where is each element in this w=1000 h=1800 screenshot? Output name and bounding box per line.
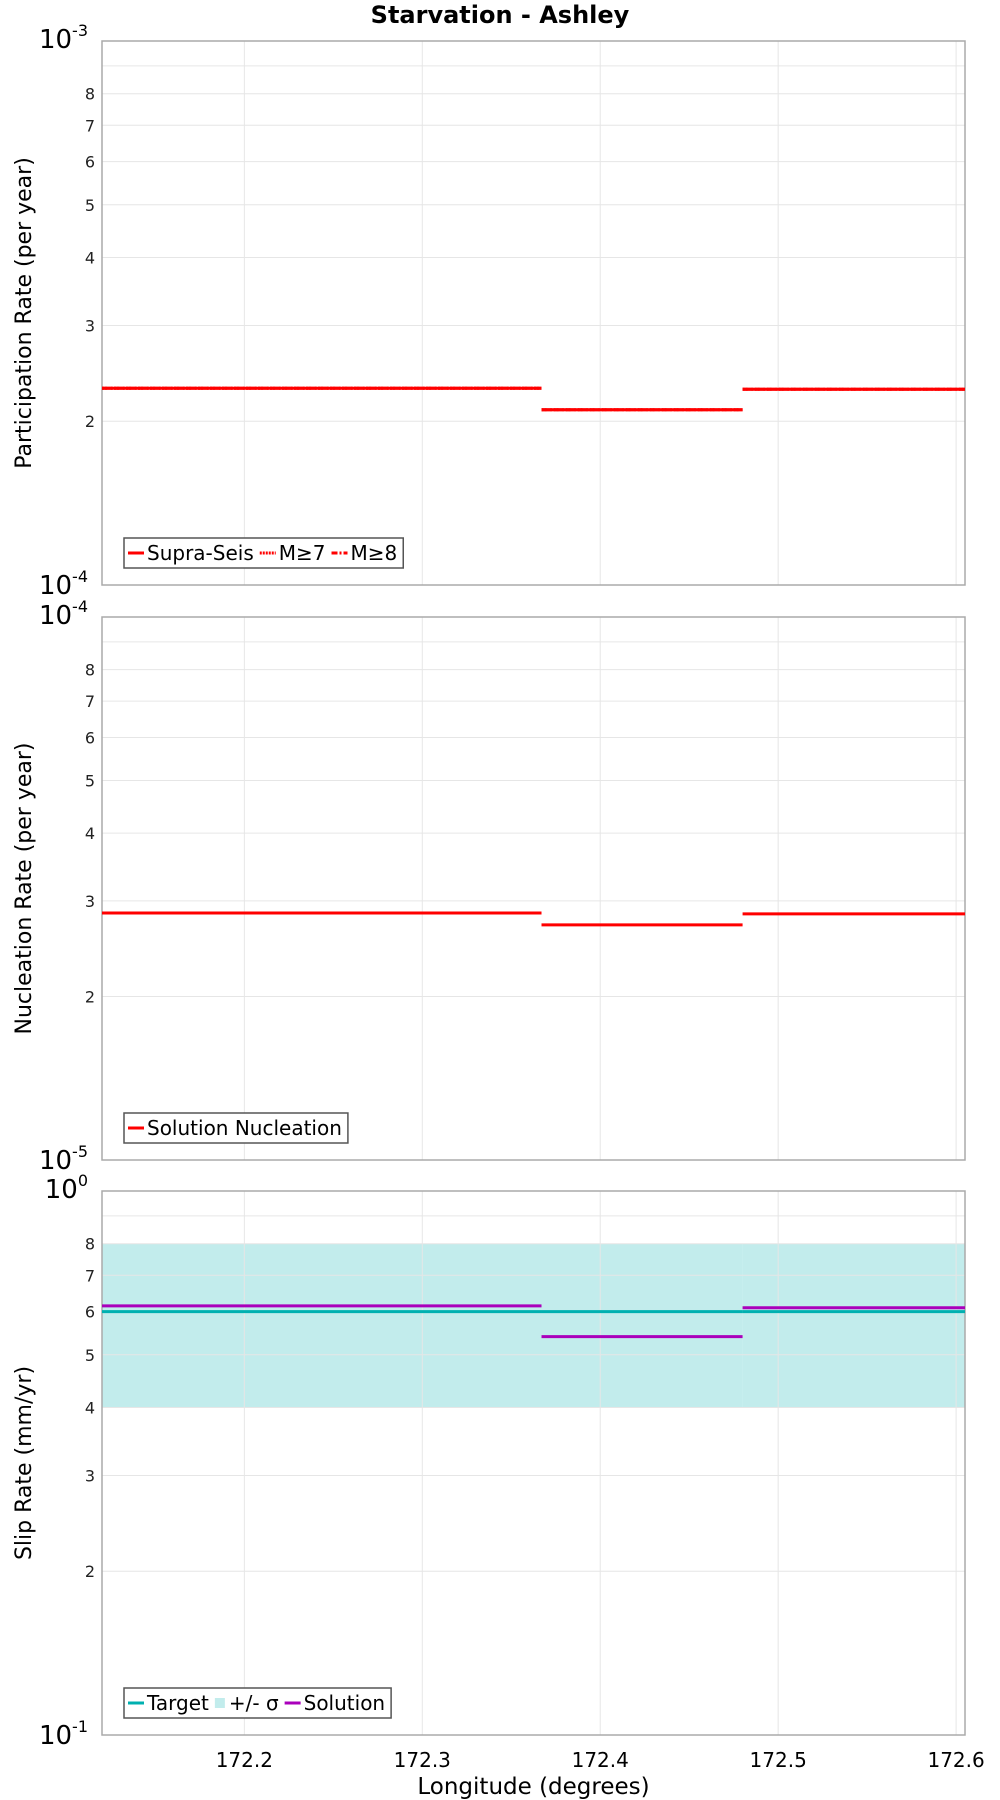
- y-tick-label: 3: [85, 316, 95, 335]
- y-tick-label: 3: [85, 1466, 95, 1485]
- x-tick-label: 172.5: [750, 1748, 807, 1772]
- sigma-band: [742, 1243, 965, 1408]
- sigma-band: [102, 1243, 542, 1408]
- y-decade-top: 100: [45, 1171, 88, 1205]
- legend-label: Solution: [304, 1691, 385, 1715]
- y-tick-label: 6: [85, 1303, 95, 1322]
- y-axis-label: Nucleation Rate (per year): [12, 743, 37, 1035]
- y-tick-label: 6: [85, 153, 95, 172]
- y-decade-top: 10-4: [39, 597, 88, 631]
- y-decade-bottom: 10-4: [39, 567, 88, 601]
- plot-frame: [101, 616, 966, 1161]
- legend: Solution Nucleation: [123, 1112, 349, 1144]
- legend-label: Supra-Seis: [147, 541, 254, 565]
- x-axis-label: Longitude (degrees): [417, 1774, 649, 1800]
- y-tick-label: 5: [85, 196, 95, 215]
- y-tick-label: 2: [85, 988, 95, 1007]
- legend-label: Solution Nucleation: [147, 1116, 342, 1140]
- panel-3: 8 7 6 5 4 3 2 100 10-1 Slip Rate (mm/yr) Target +/-…: [12, 1171, 966, 1751]
- y-tick-label: 3: [85, 892, 95, 911]
- legend-label: M≥8: [351, 541, 398, 565]
- x-tick-label: 172.6: [927, 1748, 984, 1772]
- chart-title: Starvation - Ashley: [370, 1, 630, 29]
- legend-label: M≥7: [279, 541, 326, 565]
- y-tick-label: 8: [85, 1235, 95, 1254]
- legend: Target +/- σ Solution: [123, 1687, 392, 1719]
- plot-frame: [101, 1190, 966, 1736]
- y-tick-label: 7: [85, 692, 95, 711]
- y-tick-label: 4: [85, 248, 95, 267]
- y-axis-label: Slip Rate (mm/yr): [12, 1366, 37, 1560]
- y-tick-label: 2: [85, 412, 95, 431]
- y-decade-bottom: 10-1: [39, 1717, 88, 1751]
- y-axis-label: Participation Rate (per year): [12, 157, 37, 469]
- legend-swatch-icon: [214, 1698, 225, 1708]
- y-tick-label: 7: [85, 1266, 95, 1285]
- x-tick-label: 172.4: [572, 1748, 629, 1772]
- y-tick-label: 5: [85, 1346, 95, 1365]
- y-tick-label: 7: [85, 116, 95, 135]
- sigma-band: [541, 1243, 743, 1408]
- y-tick-label: 8: [85, 85, 95, 104]
- legend: Supra-Seis M≥7 M≥8: [123, 537, 404, 569]
- y-tick-label: 8: [85, 661, 95, 680]
- y-tick-label: 2: [85, 1562, 95, 1581]
- x-tick-label: 172.2: [216, 1748, 273, 1772]
- x-tick-label: 172.3: [394, 1748, 451, 1772]
- legend-label: Target: [146, 1691, 209, 1715]
- plot-frame: [101, 40, 966, 586]
- panel-1: 8 7 6 5 4 3 2 10-3 10-4 Participation Rate (per y…: [12, 21, 966, 601]
- legend-label: +/- σ: [229, 1691, 279, 1715]
- y-decade-top: 10-3: [39, 21, 88, 55]
- y-tick-label: 4: [85, 824, 95, 843]
- y-tick-label: 6: [85, 728, 95, 747]
- y-tick-label: 4: [85, 1398, 95, 1417]
- y-tick-label: 5: [85, 771, 95, 790]
